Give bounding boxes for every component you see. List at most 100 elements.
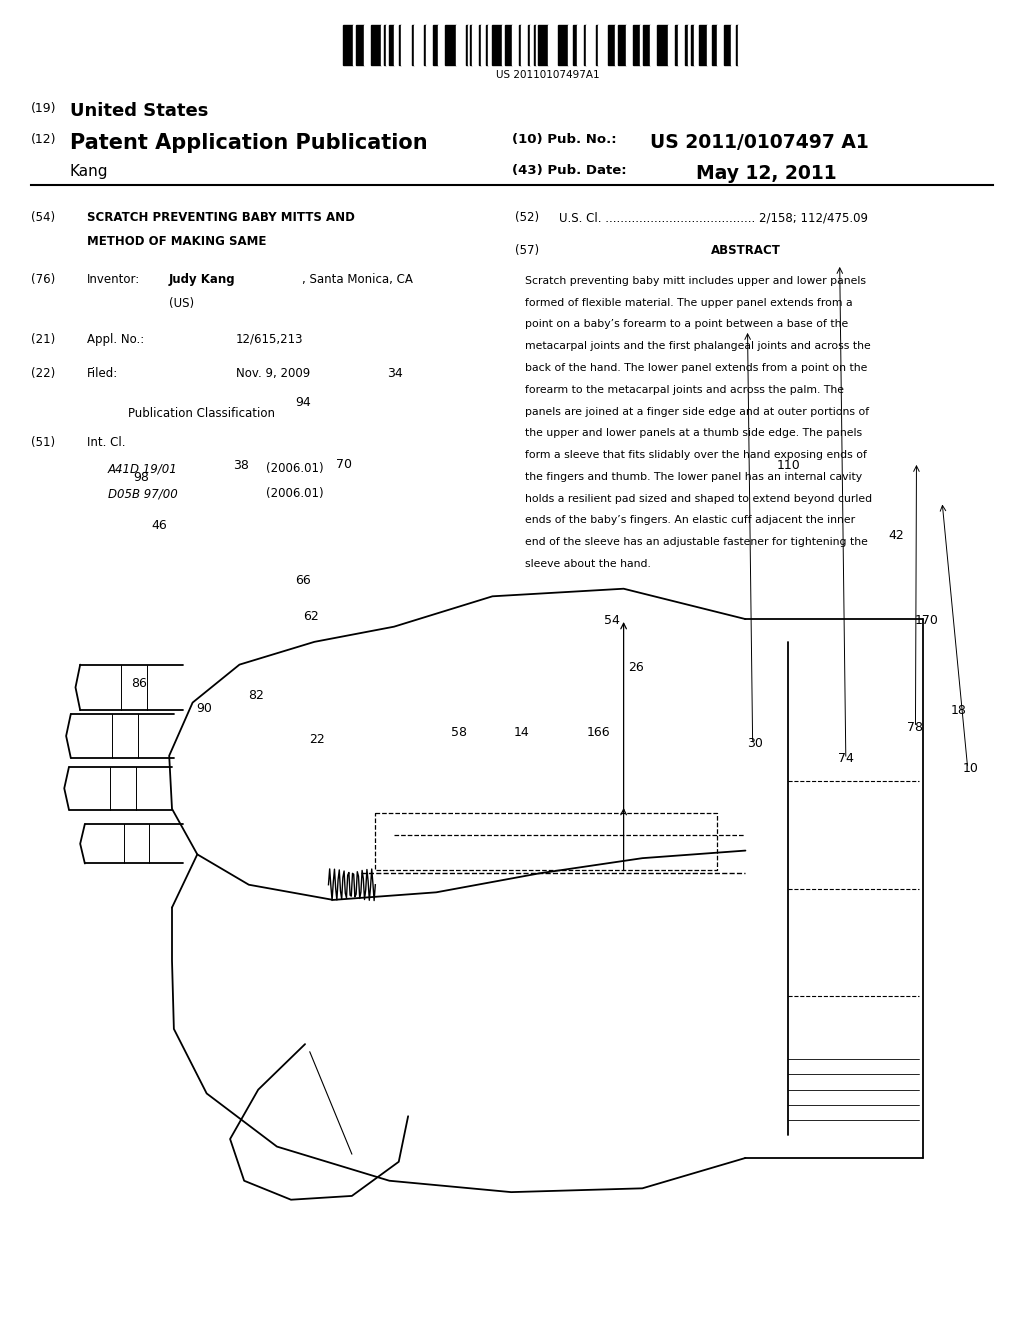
Bar xyxy=(386,25,389,65)
Bar xyxy=(481,25,486,65)
Text: (21): (21) xyxy=(31,333,55,346)
Text: the fingers and thumb. The lower panel has an internal cavity: the fingers and thumb. The lower panel h… xyxy=(525,471,862,482)
Bar xyxy=(424,25,426,65)
Text: end of the sleeve has an adjustable fastener for tightening the: end of the sleeve has an adjustable fast… xyxy=(525,537,868,548)
Text: ends of the baby’s fingers. An elastic cuff adjacent the inner: ends of the baby’s fingers. An elastic c… xyxy=(525,515,855,525)
Bar xyxy=(412,25,414,65)
Text: 26: 26 xyxy=(628,661,643,675)
Text: (52): (52) xyxy=(515,211,540,224)
Text: 66: 66 xyxy=(295,574,310,587)
Text: (12): (12) xyxy=(31,133,56,147)
Bar xyxy=(573,25,577,65)
Text: Publication Classification: Publication Classification xyxy=(128,407,275,420)
Bar xyxy=(675,25,678,65)
Bar xyxy=(558,25,568,65)
Bar xyxy=(502,25,505,65)
Text: 12/615,213: 12/615,213 xyxy=(236,333,303,346)
Bar xyxy=(650,25,657,65)
Bar xyxy=(519,25,521,65)
Text: 38: 38 xyxy=(233,459,250,473)
Bar xyxy=(598,25,608,65)
Text: (2006.01): (2006.01) xyxy=(266,487,324,500)
Bar xyxy=(414,25,424,65)
Text: (51): (51) xyxy=(31,436,55,449)
Text: Kang: Kang xyxy=(70,164,109,178)
Bar xyxy=(479,25,481,65)
Text: (43) Pub. Date:: (43) Pub. Date: xyxy=(512,164,627,177)
Text: 70: 70 xyxy=(336,458,352,471)
Text: ABSTRACT: ABSTRACT xyxy=(711,244,780,257)
Bar xyxy=(626,25,633,65)
Bar xyxy=(691,25,694,65)
Text: 46: 46 xyxy=(152,519,167,532)
Text: (22): (22) xyxy=(31,367,55,380)
Text: US 20110107497A1: US 20110107497A1 xyxy=(496,70,600,81)
Text: 14: 14 xyxy=(514,726,529,739)
Text: sleeve about the hand.: sleeve about the hand. xyxy=(525,558,651,569)
Bar xyxy=(433,25,438,65)
Text: United States: United States xyxy=(70,102,208,120)
Text: METHOD OF MAKING SAME: METHOD OF MAKING SAME xyxy=(87,235,266,248)
Text: Nov. 9, 2009: Nov. 9, 2009 xyxy=(236,367,310,380)
Bar xyxy=(530,25,534,65)
Text: , Santa Monica, CA: , Santa Monica, CA xyxy=(302,273,413,286)
Bar xyxy=(394,25,399,65)
Bar xyxy=(633,25,640,65)
Text: 82: 82 xyxy=(248,689,264,702)
Text: 110: 110 xyxy=(776,459,800,473)
Text: 18: 18 xyxy=(950,704,967,717)
Text: Appl. No.:: Appl. No.: xyxy=(87,333,144,346)
Bar xyxy=(568,25,573,65)
Bar xyxy=(343,25,353,65)
Text: metacarpal joints and the first phalangeal joints and across the: metacarpal joints and the first phalange… xyxy=(525,341,871,351)
Bar xyxy=(364,25,371,65)
Text: 42: 42 xyxy=(889,529,904,543)
Text: panels are joined at a finger side edge and at outer portions of: panels are joined at a finger side edge … xyxy=(525,407,869,417)
Bar xyxy=(596,25,598,65)
Text: point on a baby’s forearm to a point between a base of the: point on a baby’s forearm to a point bet… xyxy=(525,319,849,330)
Text: the upper and lower panels at a thumb side edge. The panels: the upper and lower panels at a thumb si… xyxy=(525,428,862,438)
Text: SCRATCH PREVENTING BABY MITTS AND: SCRATCH PREVENTING BABY MITTS AND xyxy=(87,211,355,224)
Text: Patent Application Publication: Patent Application Publication xyxy=(70,133,427,153)
Bar xyxy=(401,25,412,65)
Bar xyxy=(445,25,456,65)
Bar xyxy=(548,25,558,65)
Bar xyxy=(657,25,668,65)
Bar xyxy=(736,25,738,65)
Text: 30: 30 xyxy=(748,737,764,750)
Bar xyxy=(678,25,685,65)
Text: Inventor:: Inventor: xyxy=(87,273,140,286)
Bar xyxy=(699,25,707,65)
Bar xyxy=(389,25,394,65)
Text: U.S. Cl. ........................................ 2/158; 112/475.09: U.S. Cl. ...............................… xyxy=(559,211,868,224)
Bar xyxy=(472,25,479,65)
Bar xyxy=(438,25,445,65)
Bar xyxy=(384,25,386,65)
Text: 166: 166 xyxy=(587,726,610,739)
Bar xyxy=(470,25,472,65)
Bar xyxy=(731,25,736,65)
Bar xyxy=(643,25,650,65)
Bar xyxy=(399,25,401,65)
Text: Scratch preventing baby mitt includes upper and lower panels: Scratch preventing baby mitt includes up… xyxy=(525,276,866,286)
Text: (10) Pub. No.:: (10) Pub. No.: xyxy=(512,133,616,147)
Bar xyxy=(512,25,519,65)
Text: (2006.01): (2006.01) xyxy=(266,462,324,475)
Bar xyxy=(688,25,691,65)
Bar xyxy=(685,25,688,65)
Text: Judy Kang: Judy Kang xyxy=(169,273,236,286)
Bar xyxy=(694,25,699,65)
Bar xyxy=(577,25,584,65)
Bar xyxy=(456,25,466,65)
Bar xyxy=(640,25,643,65)
Text: A41D 19/01: A41D 19/01 xyxy=(108,462,177,475)
Text: 98: 98 xyxy=(133,471,150,484)
Bar xyxy=(488,25,492,65)
Text: 62: 62 xyxy=(303,610,318,623)
Bar xyxy=(534,25,536,65)
Text: 94: 94 xyxy=(295,396,310,409)
Text: (US): (US) xyxy=(169,297,195,310)
Bar xyxy=(468,25,470,65)
Bar xyxy=(724,25,731,65)
Text: holds a resilient pad sized and shaped to extend beyond curled: holds a resilient pad sized and shaped t… xyxy=(525,494,872,504)
